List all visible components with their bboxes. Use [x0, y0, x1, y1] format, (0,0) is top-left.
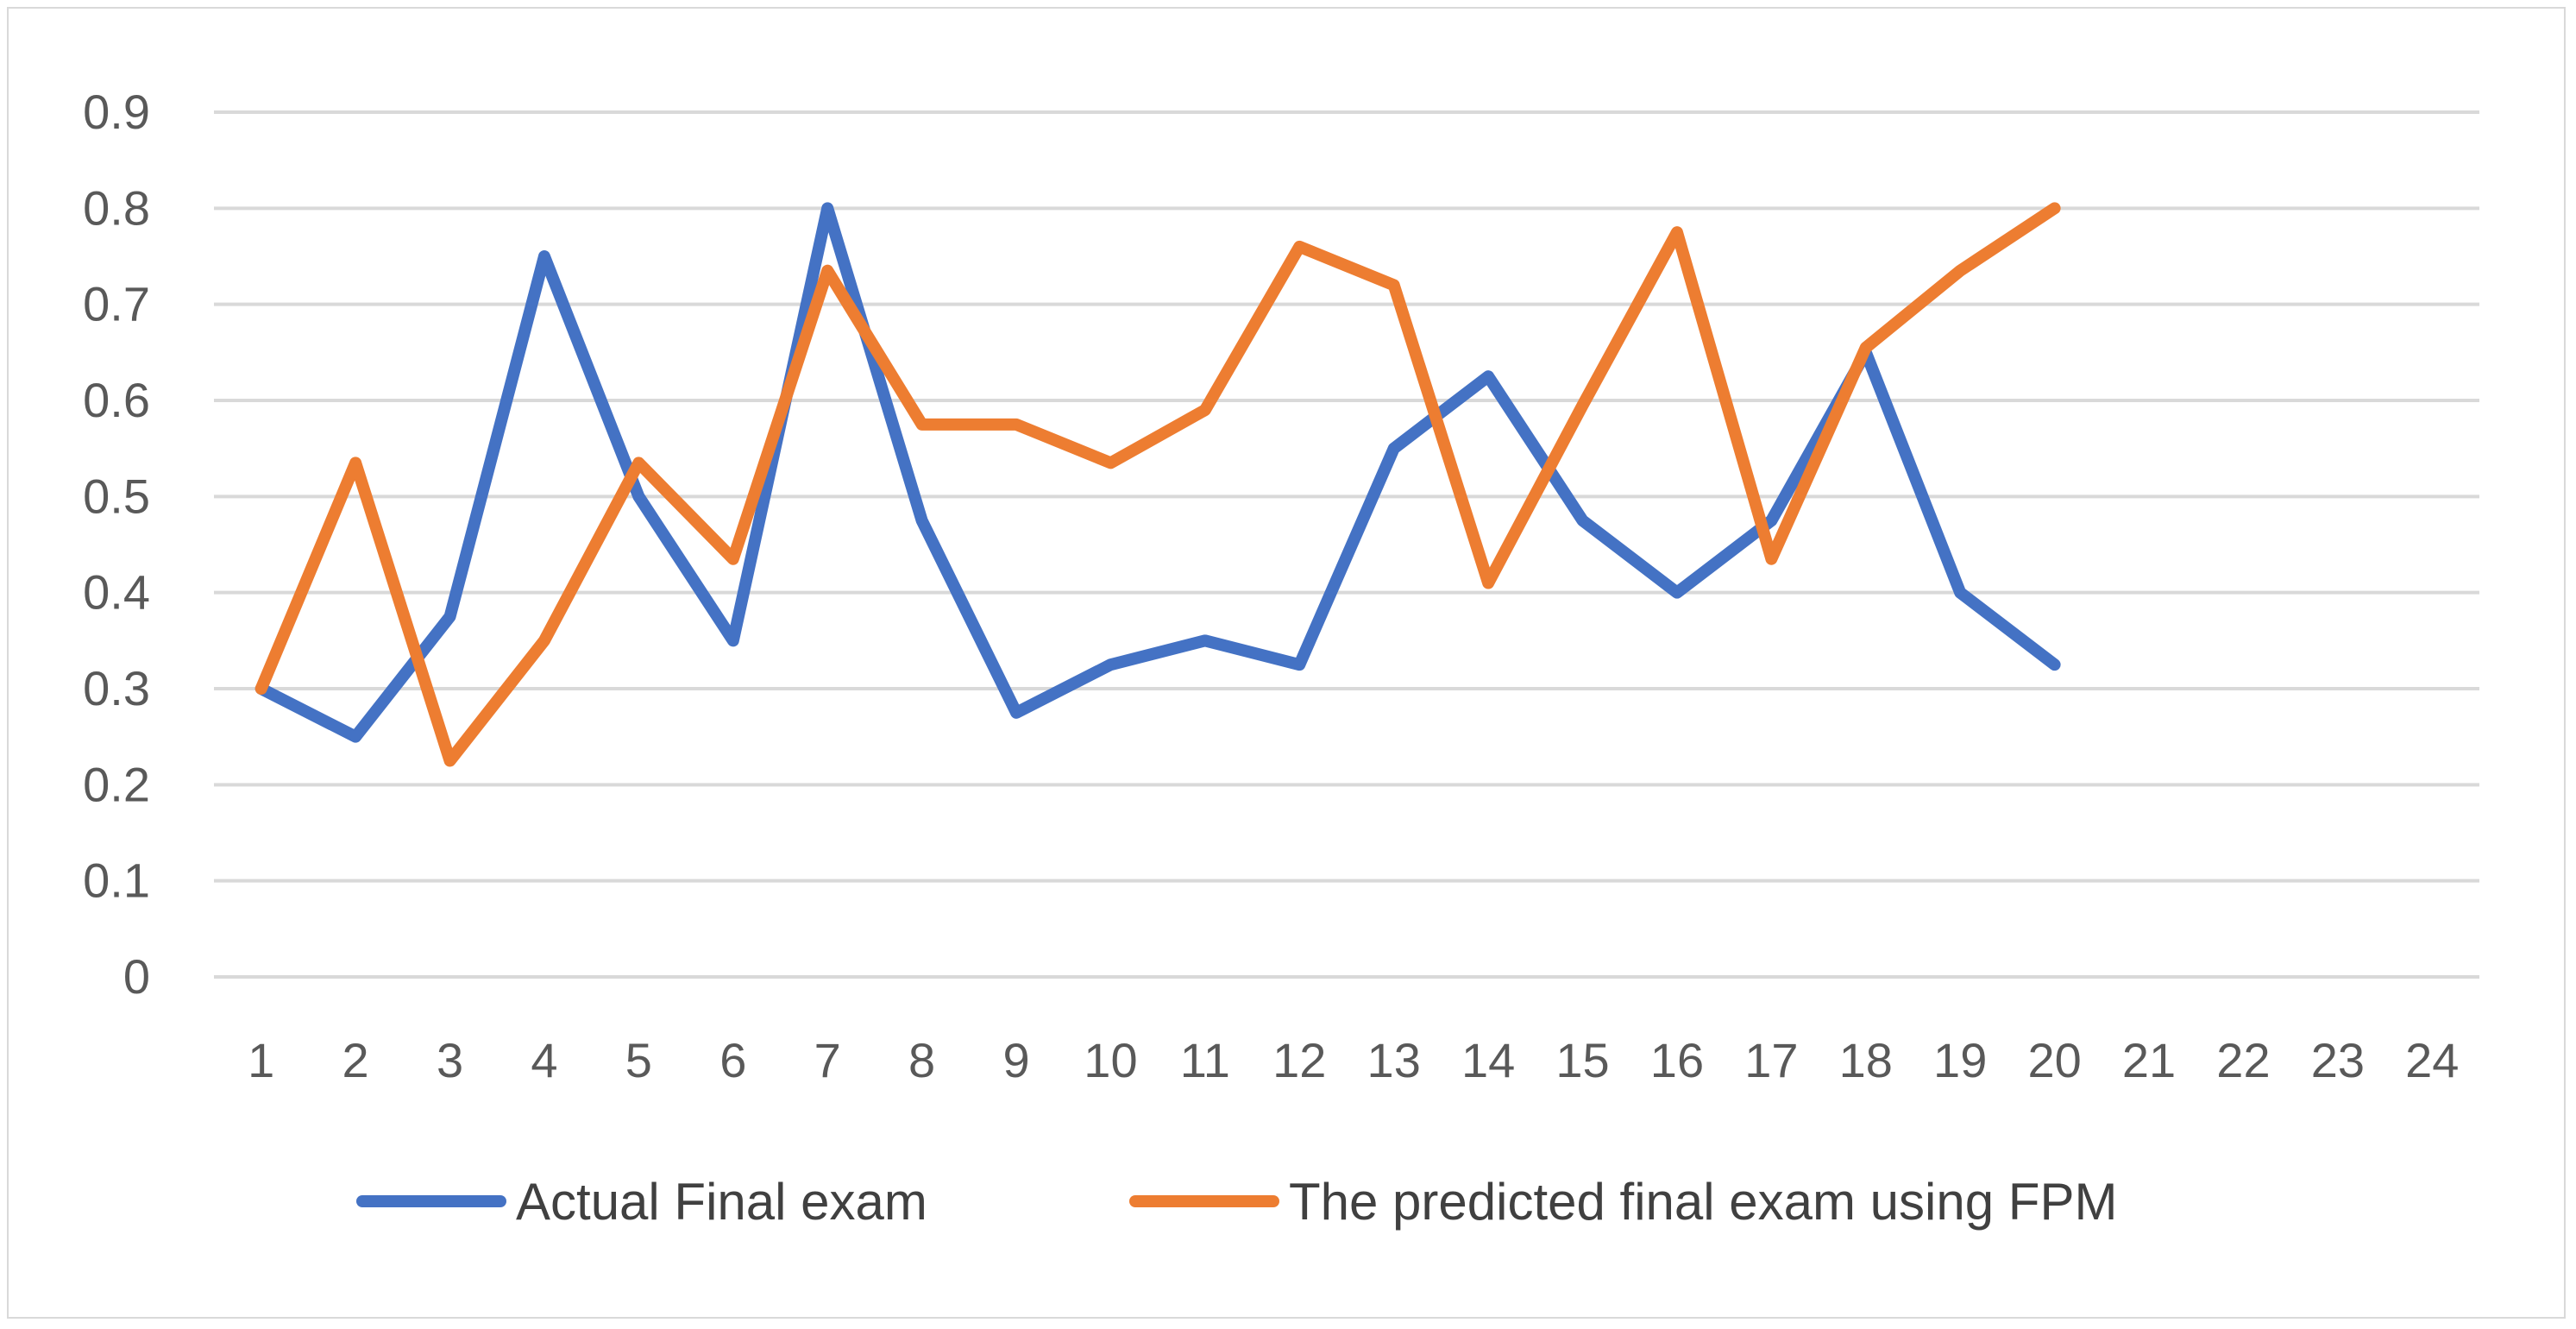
series-line-2 — [254, 202, 2061, 767]
x-tick-label: 11 — [1180, 1033, 1230, 1087]
x-tick-label: 5 — [625, 1033, 652, 1087]
x-tick-label: 24 — [2405, 1033, 2459, 1087]
y-tick-label: 0.4 — [83, 565, 150, 620]
y-tick-label: 0.6 — [83, 373, 150, 427]
legend-label-2: The predicted final exam using FPM — [1289, 1173, 2117, 1231]
x-tick-label: 12 — [1272, 1033, 1326, 1087]
x-tick-label: 1 — [248, 1033, 274, 1087]
y-tick-label: 0.8 — [83, 180, 150, 235]
legend-label-1: Actual Final exam — [516, 1173, 927, 1231]
x-tick-label: 7 — [814, 1033, 841, 1087]
y-tick-label: 0 — [123, 949, 150, 1004]
x-tick-label: 13 — [1367, 1033, 1421, 1087]
x-tick-label: 6 — [719, 1033, 746, 1087]
x-tick-label: 9 — [1002, 1033, 1029, 1087]
x-tick-label: 8 — [908, 1033, 935, 1087]
x-tick-label: 14 — [1461, 1033, 1515, 1087]
y-tick-label: 0.2 — [83, 757, 150, 811]
x-tick-label: 19 — [1933, 1033, 1987, 1087]
x-tick-label: 23 — [2311, 1033, 2365, 1087]
y-tick-label: 0.9 — [83, 85, 150, 139]
x-tick-label: 22 — [2216, 1033, 2270, 1087]
x-tick-label: 21 — [2122, 1033, 2176, 1087]
x-tick-label: 18 — [1839, 1033, 1893, 1087]
x-tick-label: 17 — [1744, 1033, 1798, 1087]
x-tick-label: 4 — [531, 1033, 557, 1087]
y-tick-label: 0.1 — [83, 853, 150, 908]
y-tick-label: 0.3 — [83, 661, 150, 715]
x-tick-label: 3 — [437, 1033, 463, 1087]
y-tick-label: 0.5 — [83, 469, 150, 523]
x-axis-ticks: 1 2 3 4 5 6 7 8 9 10 11 12 13 14 15 16 17 18 19 20 21 22 23 24 — [248, 1033, 2459, 1087]
series-line-1 — [254, 202, 2061, 743]
series-lines — [254, 202, 2061, 767]
x-tick-label: 2 — [342, 1033, 369, 1087]
y-axis-ticks: 0 0.1 0.2 0.3 0.4 0.5 0.6 0.7 0.8 0.9 — [83, 85, 150, 1004]
x-tick-label: 20 — [2027, 1033, 2081, 1087]
x-tick-label: 10 — [1084, 1033, 1137, 1087]
y-tick-label: 0.7 — [83, 277, 150, 331]
legend: Actual Final exam The predicted final exa… — [356, 1173, 2117, 1231]
x-tick-label: 16 — [1650, 1033, 1704, 1087]
x-tick-label: 15 — [1555, 1033, 1609, 1087]
gridlines — [214, 110, 2479, 979]
